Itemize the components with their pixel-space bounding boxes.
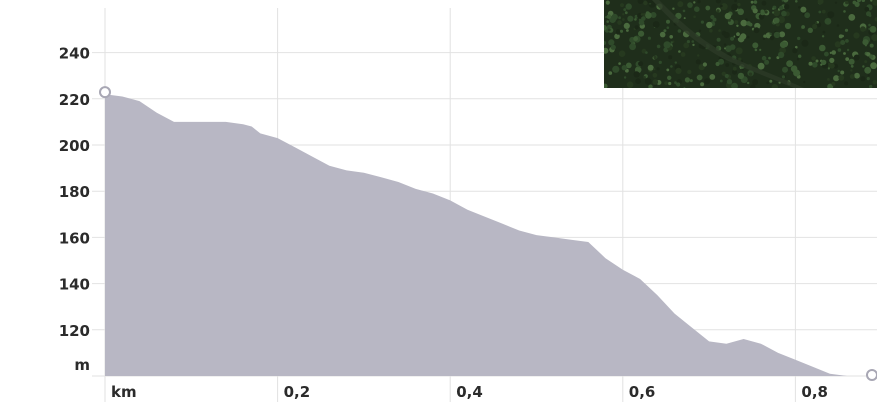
- y-tick-label: 120: [59, 322, 90, 340]
- y-tick-labels: 120 140 160 180 200 220 240: [59, 45, 90, 340]
- y-tick-label: 180: [59, 183, 90, 201]
- y-tick-label: 220: [59, 91, 90, 109]
- x-tick-label: 0,8: [801, 383, 828, 401]
- endpoint-markers: [99, 86, 877, 381]
- y-unit-label: m: [74, 356, 90, 374]
- start-marker: [99, 86, 111, 99]
- x-tick-label: 0,2: [284, 383, 311, 401]
- x-tick-labels: 0,2 0,4 0,6 0,8: [284, 383, 828, 401]
- elevation-area: [105, 94, 856, 376]
- y-tick-label: 140: [59, 276, 90, 294]
- x-tick-label: 0,4: [456, 383, 483, 401]
- y-tick-label: 160: [59, 229, 90, 247]
- x-unit-label: km: [111, 383, 137, 401]
- y-tick-label: 200: [59, 137, 90, 155]
- end-marker: [866, 369, 877, 381]
- forest-aerial-photo-icon[interactable]: [604, 0, 877, 88]
- y-tick-label: 240: [59, 45, 90, 63]
- x-tick-label: 0,6: [629, 383, 656, 401]
